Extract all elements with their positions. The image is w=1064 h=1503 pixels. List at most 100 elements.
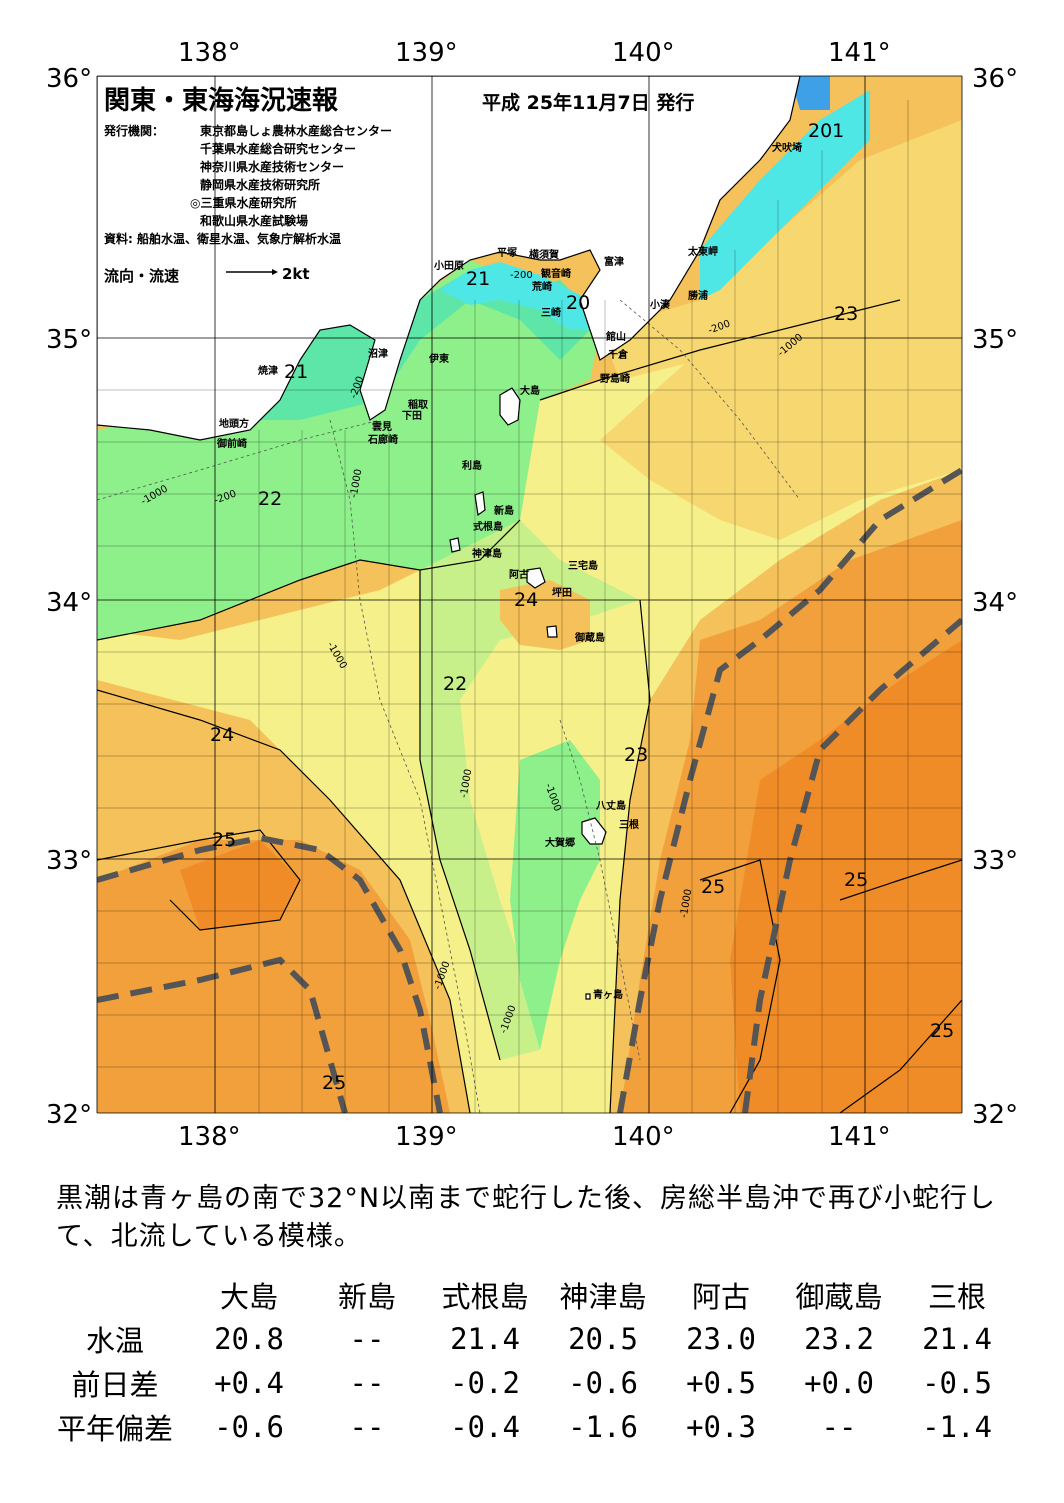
isotherm-label: 23 bbox=[834, 303, 859, 325]
depth-1000-north bbox=[97, 419, 381, 501]
zone-20-east bbox=[700, 90, 870, 300]
zone-20 bbox=[440, 262, 600, 330]
land-oshima bbox=[499, 387, 521, 426]
table-header-row: 大島 新島 式根島 神津島 阿古 御蔵島 三根 bbox=[40, 1273, 1016, 1317]
depth-label: -200 bbox=[510, 270, 533, 281]
zone-24-miyake bbox=[500, 580, 590, 650]
isotherm-24-west bbox=[97, 689, 471, 1113]
table-cell: +0.5 bbox=[686, 1366, 756, 1400]
kuroshio-south-branch bbox=[97, 956, 348, 1113]
place-numazu: 沼津 bbox=[368, 349, 388, 360]
lat-label-right-35: 35° bbox=[972, 325, 1019, 355]
kuroshio-outer-branch bbox=[742, 617, 962, 1113]
zone-25-east-core bbox=[730, 640, 962, 1113]
legend-scale: 2kt bbox=[282, 265, 310, 283]
lon-label-top-138: 138° bbox=[178, 38, 241, 68]
lon-label-bottom-140: 140° bbox=[612, 1122, 675, 1152]
table-cell: -0.5 bbox=[922, 1366, 992, 1400]
isotherm-label: 23 bbox=[624, 744, 649, 766]
isotherm-25-west bbox=[97, 829, 301, 931]
place-hachijojima: 八丈島 bbox=[596, 801, 626, 812]
issuer-6: 和歌山県水産試験場 bbox=[200, 214, 309, 228]
data-source: 資料: 船舶水温、衛星水温、気象庁解析水温 bbox=[104, 232, 341, 246]
table-cell: +0.3 bbox=[686, 1410, 756, 1444]
issuer-4: 静岡県水産技術研究所 bbox=[200, 178, 321, 192]
place-inubosaki: 犬吠埼 bbox=[772, 143, 802, 154]
land-aogashima bbox=[585, 993, 591, 1000]
kuroshio-east-branch bbox=[617, 467, 962, 1113]
place-shimoda: 下田 bbox=[402, 411, 422, 422]
place-tateyama: 館山 bbox=[606, 332, 626, 343]
isotherm-label: 21 bbox=[466, 268, 491, 290]
lat-label-left-32: 32° bbox=[46, 1100, 93, 1130]
issuer-5: ◎三重県水産研究所 bbox=[190, 196, 297, 210]
place-kumomi: 雲見 bbox=[372, 422, 392, 433]
table-row: 平年偏差 -0.6 -- -0.4 -1.6 +0.3 -- -1.4 bbox=[40, 1405, 1016, 1449]
table-cell: -0.4 bbox=[450, 1410, 520, 1444]
lat-label-left-36: 36° bbox=[46, 64, 93, 94]
zone-25-west-core bbox=[180, 840, 300, 930]
summary-text: 黒潮は青ヶ島の南で32°N以南まで蛇行した後、房総半島沖で再び小蛇行して、北流し… bbox=[56, 1183, 997, 1252]
minor-grid bbox=[97, 100, 962, 1113]
place-yaizu: 焼津 bbox=[258, 366, 278, 377]
isotherm-label: 25 bbox=[844, 869, 869, 891]
land-mikurajima bbox=[546, 625, 558, 638]
place-nojimazaki: 野島崎 bbox=[600, 374, 630, 385]
column-header: 三根 bbox=[927, 1280, 986, 1314]
place-odawara: 小田原 bbox=[434, 261, 464, 272]
lon-label-top-139: 139° bbox=[395, 38, 458, 68]
place-ako: 阿古 bbox=[509, 570, 529, 581]
isotherm-label: 25 bbox=[322, 1072, 347, 1094]
lat-label-left-33: 33° bbox=[46, 846, 93, 876]
map-title: 関東・東海海況速報 bbox=[104, 86, 339, 116]
isotherm-25-east2 bbox=[839, 859, 962, 901]
land-kozushima bbox=[449, 537, 461, 553]
lat-label-left-35: 35° bbox=[46, 325, 93, 355]
isotherm-label: 22 bbox=[258, 488, 283, 510]
place-jitogata: 地頭方 bbox=[219, 419, 249, 430]
row-label: 前日差 bbox=[71, 1368, 159, 1402]
lon-label-top-141: 141° bbox=[828, 38, 891, 68]
table-cell: -1.6 bbox=[568, 1410, 638, 1444]
zone-25-west bbox=[97, 840, 450, 1113]
bathymetry-lines bbox=[97, 299, 801, 1113]
lon-label-bottom-141: 141° bbox=[828, 1122, 891, 1152]
column-header: 神津島 bbox=[559, 1280, 647, 1314]
isotherm-label: 24 bbox=[514, 589, 539, 611]
table-cell: -0.6 bbox=[214, 1410, 284, 1444]
temperature-field bbox=[97, 76, 962, 1113]
table-cell: -- bbox=[349, 1410, 385, 1444]
lon-label-top-140: 140° bbox=[612, 38, 675, 68]
isotherm-22-main bbox=[97, 519, 521, 641]
isotherm-label: 21 bbox=[284, 361, 309, 383]
table-cell: -- bbox=[349, 1322, 385, 1356]
place-chikura: 千倉 bbox=[608, 350, 628, 361]
place-irozaki: 石廊崎 bbox=[368, 435, 398, 446]
place-kominato: 小湊 bbox=[650, 300, 670, 311]
table-cell: -- bbox=[349, 1366, 385, 1400]
lat-label-right-36: 36° bbox=[972, 64, 1019, 94]
table-cell: +0.4 bbox=[214, 1366, 284, 1400]
column-header: 御蔵島 bbox=[795, 1280, 883, 1314]
place-mitsune: 三根 bbox=[619, 820, 639, 831]
place-miyakejima: 三宅島 bbox=[568, 561, 598, 572]
table-cell: 20.8 bbox=[214, 1322, 284, 1356]
kuroshio-west-branch bbox=[97, 834, 443, 1113]
place-okago: 大賀郷 bbox=[545, 838, 575, 849]
place-toshima: 利島 bbox=[462, 461, 482, 472]
isotherm-23-south bbox=[609, 599, 651, 1113]
table-cell: 21.4 bbox=[922, 1322, 992, 1356]
place-omaezaki: 御前崎 bbox=[217, 439, 247, 450]
zone-20-ne bbox=[790, 76, 830, 110]
lat-label-left-34: 34° bbox=[46, 588, 93, 618]
place-niijima: 新島 bbox=[494, 506, 514, 517]
isotherm-label: 201 bbox=[808, 120, 845, 142]
lat-label-right-33: 33° bbox=[972, 846, 1019, 876]
isotherm-25-se bbox=[839, 999, 962, 1113]
row-label: 平年偏差 bbox=[56, 1412, 173, 1446]
graticule bbox=[96, 75, 963, 1114]
table-corner bbox=[40, 1273, 190, 1317]
table-cell: 21.4 bbox=[450, 1322, 520, 1356]
lon-label-bottom-138: 138° bbox=[178, 1122, 241, 1152]
